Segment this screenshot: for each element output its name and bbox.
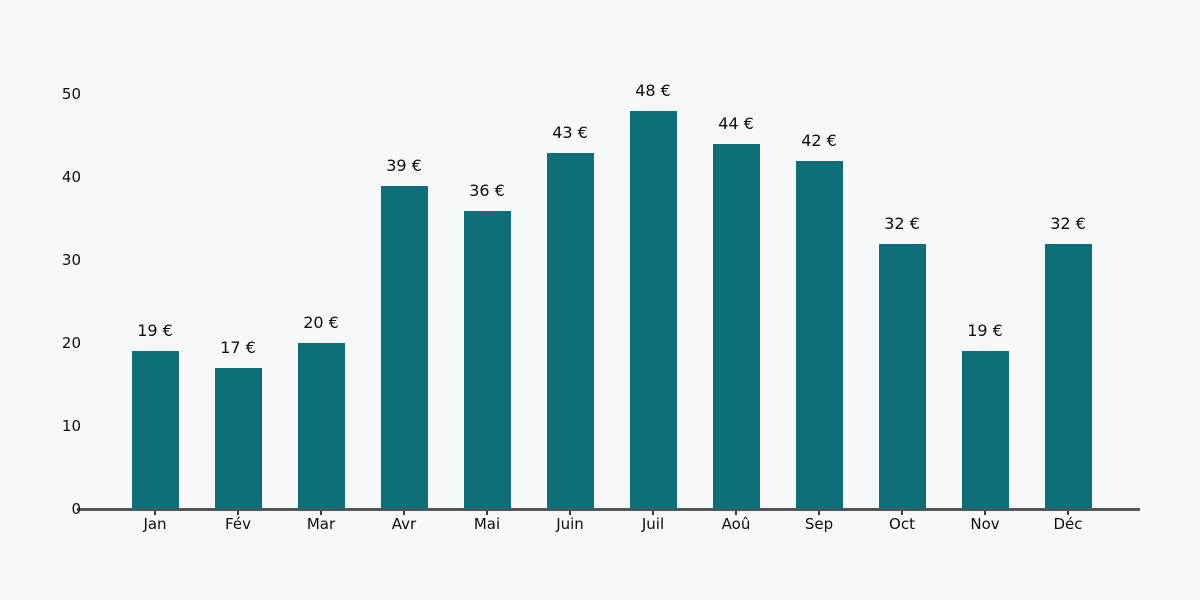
y-tick-label: 50	[61, 85, 81, 103]
bar-value-label: 36 €	[469, 180, 505, 200]
x-tick-label: Fév	[225, 515, 251, 533]
bar-value-label: 20 €	[303, 313, 339, 333]
bar	[629, 111, 677, 509]
x-tick-label: Juil	[641, 515, 665, 533]
bar-value-label: 44 €	[718, 114, 754, 134]
x-tick-label: Mai	[473, 515, 501, 533]
bar-value-label: 48 €	[635, 81, 671, 101]
x-axis-tick	[984, 511, 986, 515]
x-tick-label: Sep	[804, 515, 834, 533]
bar	[712, 144, 760, 509]
bar-value-label: 43 €	[552, 122, 588, 142]
x-axis-tick	[735, 511, 737, 515]
bar	[463, 210, 511, 509]
x-tick-label: Avr	[391, 515, 417, 533]
bar	[961, 351, 1009, 509]
bar-value-label: 17 €	[220, 338, 256, 358]
bar	[214, 368, 262, 509]
x-axis-tick	[486, 511, 488, 515]
x-axis-tick	[901, 511, 903, 515]
x-tick-label: Oct	[889, 515, 915, 533]
x-axis-tick	[237, 511, 239, 515]
bar-value-label: 32 €	[1050, 213, 1086, 233]
x-tick-label: Juin	[556, 515, 584, 533]
bar	[297, 343, 345, 509]
x-axis-tick	[569, 511, 571, 515]
y-tick-label: 20	[61, 333, 81, 352]
x-tick-label: Déc	[1053, 515, 1083, 533]
x-axis-tick	[652, 511, 654, 515]
x-tick-label: Mar	[306, 515, 336, 533]
x-axis-tick	[320, 511, 322, 515]
bar-value-label: 39 €	[386, 155, 422, 175]
bar	[131, 351, 179, 509]
bar-value-label: 19 €	[137, 321, 173, 341]
x-axis-tick	[154, 511, 156, 515]
bar-value-label: 42 €	[801, 130, 837, 150]
bar	[380, 185, 428, 509]
bar-value-label: 19 €	[967, 321, 1003, 341]
y-tick-label: 0	[71, 499, 81, 518]
x-axis-line	[77, 508, 1140, 511]
bar	[1044, 243, 1092, 509]
x-tick-label: Jan	[143, 515, 167, 533]
x-tick-label: Aoû	[721, 515, 751, 533]
bar	[878, 243, 926, 509]
x-tick-label: Nov	[970, 515, 1000, 533]
y-tick-label: 40	[61, 167, 81, 186]
bar	[546, 152, 594, 509]
x-axis-tick	[1067, 511, 1069, 515]
bar-value-label: 32 €	[884, 213, 920, 233]
bar	[795, 160, 843, 509]
x-axis-tick	[818, 511, 820, 515]
y-tick-label: 10	[61, 416, 81, 435]
x-axis-tick	[403, 511, 405, 515]
y-tick-label: 30	[61, 250, 81, 269]
